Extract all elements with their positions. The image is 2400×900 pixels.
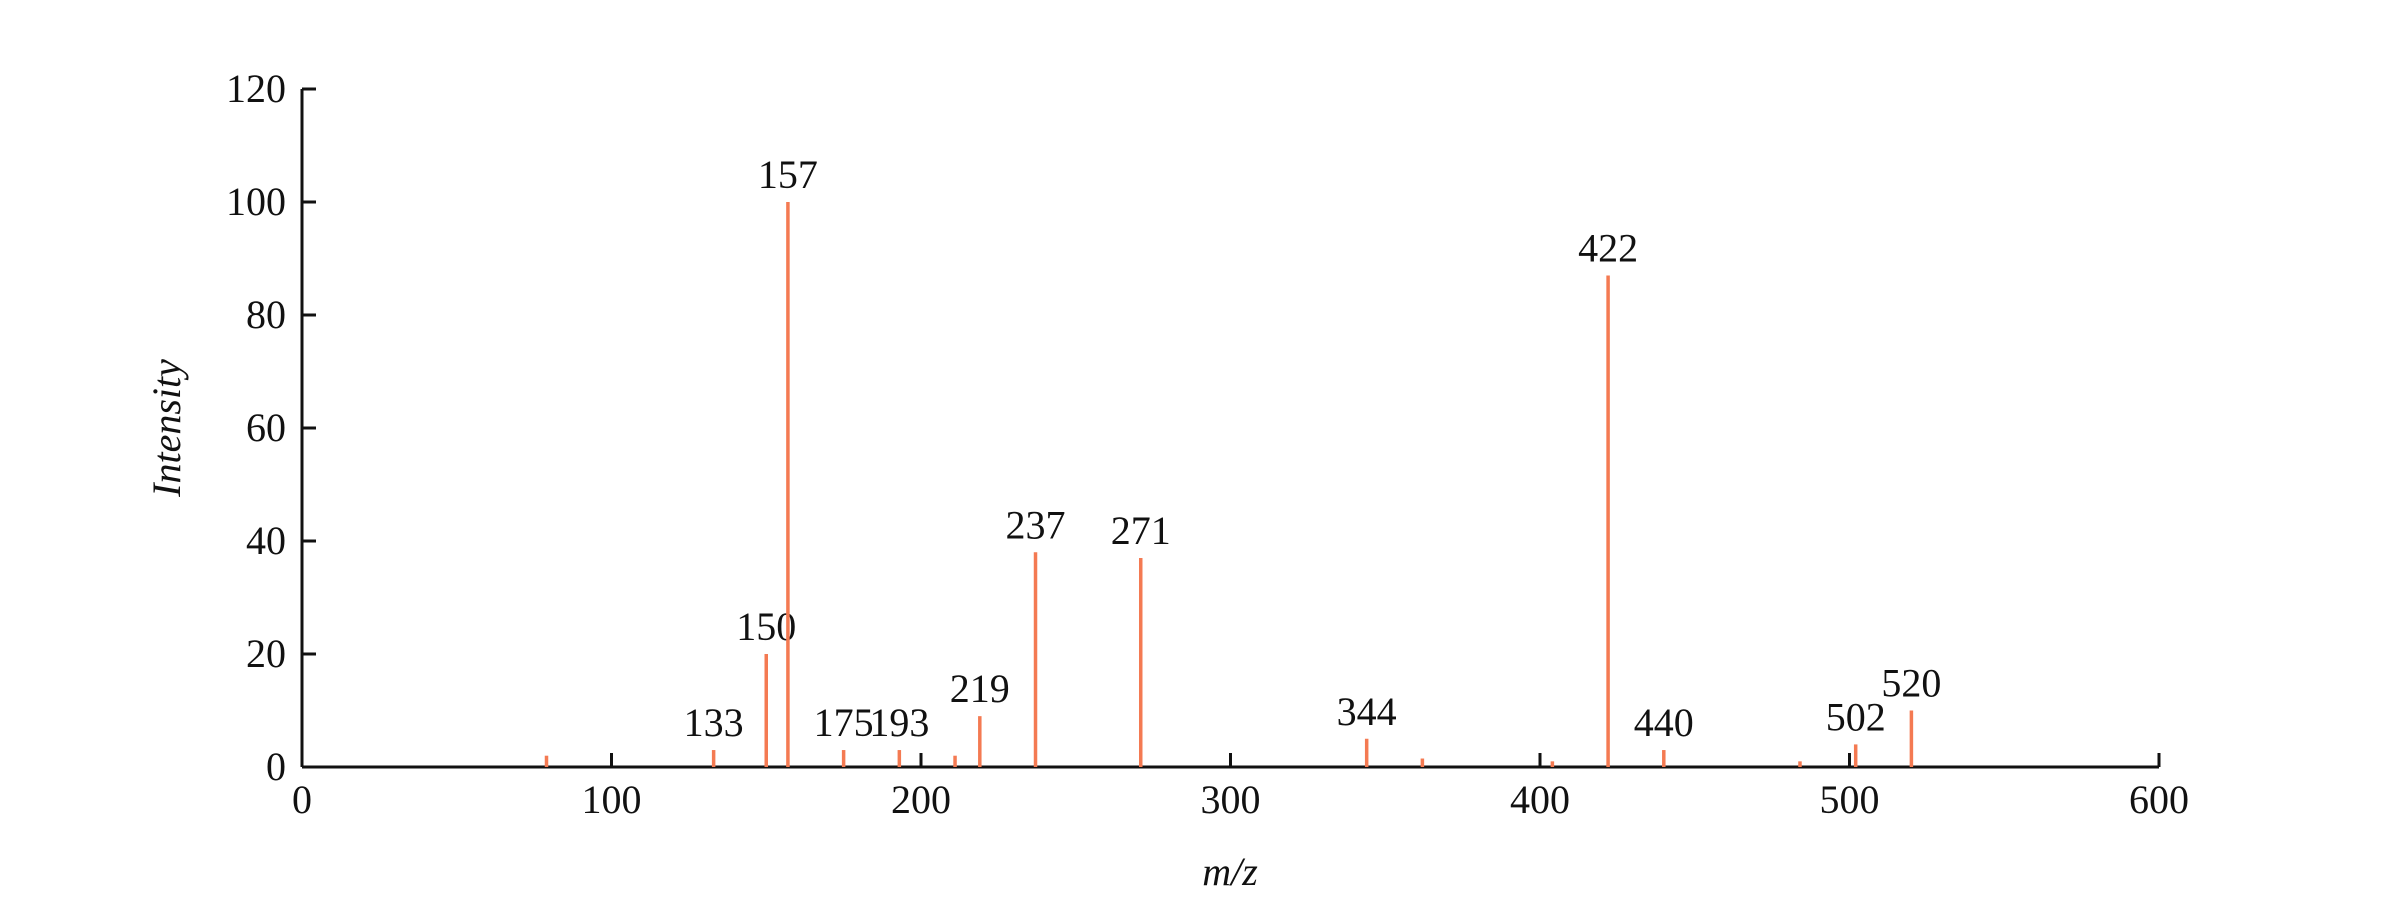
- peak-label: 193: [869, 700, 929, 745]
- peak-label: 344: [1337, 689, 1397, 734]
- peak-label: 133: [684, 700, 744, 745]
- peak-label: 502: [1826, 694, 1886, 739]
- x-tick-label: 400: [1510, 777, 1570, 822]
- x-tick-label: 600: [2129, 777, 2189, 822]
- y-tick-label: 20: [246, 631, 286, 676]
- peak-label: 422: [1578, 225, 1638, 270]
- y-tick-label: 80: [246, 292, 286, 337]
- x-tick-label: 300: [1201, 777, 1261, 822]
- x-tick-label: 200: [891, 777, 951, 822]
- x-tick-label: 500: [1820, 777, 1880, 822]
- peak-label: 440: [1634, 700, 1694, 745]
- y-tick-label: 40: [246, 518, 286, 563]
- peak-label: 520: [1881, 661, 1941, 706]
- y-tick-label: 100: [226, 179, 286, 224]
- x-axis-label: m/z: [1202, 849, 1258, 894]
- peak-label: 219: [950, 666, 1010, 711]
- peak-label: 175: [814, 700, 874, 745]
- y-tick-label: 0: [266, 744, 286, 789]
- peak-label: 237: [1006, 502, 1066, 547]
- peak-label: 271: [1111, 508, 1171, 553]
- y-tick-label: 60: [246, 405, 286, 450]
- x-tick-label: 100: [582, 777, 642, 822]
- peak-label: 157: [758, 152, 818, 197]
- y-axis-label: Intensity: [144, 359, 189, 498]
- y-tick-label: 120: [226, 66, 286, 111]
- x-tick-label: 0: [292, 777, 312, 822]
